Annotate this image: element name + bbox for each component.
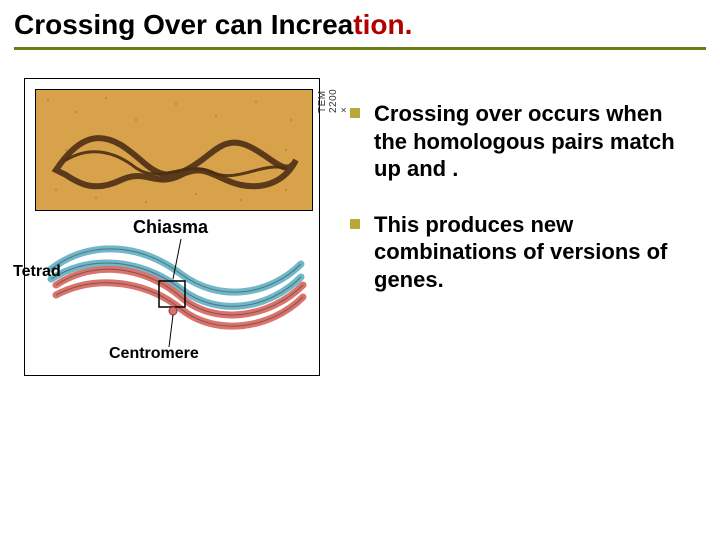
title-text-accent: tion. xyxy=(353,9,412,40)
title-block: Crossing Over can Increation. xyxy=(14,10,706,50)
chromosome-diagram: Tetrad Chiasma Centromere xyxy=(31,219,315,369)
micrograph-svg xyxy=(36,90,312,210)
title-text-pre: Crossing Over can Increa xyxy=(14,9,353,40)
bullet-marker-icon xyxy=(350,108,360,118)
title-underline xyxy=(14,47,706,50)
label-chiasma: Chiasma xyxy=(133,217,208,238)
tem-micrograph xyxy=(35,89,313,211)
centromere-dot xyxy=(169,307,177,315)
bullet-run: . xyxy=(452,156,458,181)
leader-centromere xyxy=(169,315,173,347)
slide: Crossing Over can Increation. TEM 2200 × xyxy=(0,0,720,540)
bullet-item: This produces new combinations of versio… xyxy=(350,211,700,294)
bullet-list: Crossing over occurs when the homologous… xyxy=(350,100,700,321)
bullet-run: Crossing over occurs when the homologous… xyxy=(374,101,675,181)
magnification-label: TEM 2200 × xyxy=(317,89,350,113)
bullet-text: This produces new combinations of versio… xyxy=(374,211,700,294)
label-tetrad: Tetrad xyxy=(13,263,61,281)
bullet-text: Crossing over occurs when the homologous… xyxy=(374,100,700,183)
bullet-item: Crossing over occurs when the homologous… xyxy=(350,100,700,183)
slide-title: Crossing Over can Increation. xyxy=(14,10,706,47)
label-centromere: Centromere xyxy=(109,345,199,363)
bullet-marker-icon xyxy=(350,219,360,229)
micrograph-bg xyxy=(36,90,312,210)
bullet-run: This xyxy=(374,212,425,237)
figure-panel: TEM 2200 × xyxy=(24,78,320,376)
